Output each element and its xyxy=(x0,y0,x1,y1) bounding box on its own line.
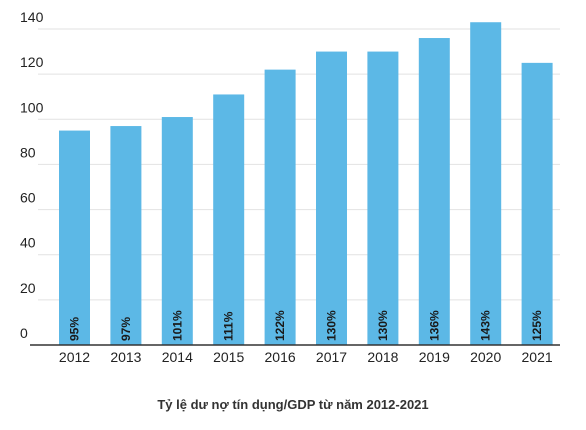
x-axis: 2012 2013 2014 2015 2016 2017 2018 2019 2020 2021 xyxy=(59,349,553,365)
data-label: 111% xyxy=(222,311,236,341)
data-label: 125% xyxy=(530,310,544,341)
data-label: 97% xyxy=(119,317,133,341)
chart-caption: Tỷ lệ dư nợ tín dụng/GDP từ năm 2012-202… xyxy=(157,397,428,412)
y-tick-label: 40 xyxy=(20,235,36,251)
data-label: 143% xyxy=(479,310,493,341)
bar xyxy=(110,126,142,345)
y-tick-label: 80 xyxy=(20,144,36,160)
bar xyxy=(367,51,399,345)
x-tick-label: 2016 xyxy=(265,349,296,365)
y-tick-label: 0 xyxy=(20,325,28,341)
bar xyxy=(418,38,450,346)
y-axis: 0 20 40 60 80 100 120 140 xyxy=(20,9,44,341)
bar xyxy=(316,51,347,345)
x-tick-label: 2014 xyxy=(162,349,193,365)
bars: 95% 97% 101% 111% 122% 130% 130% 136% 143% 125% xyxy=(59,22,553,346)
x-tick-label: 2019 xyxy=(419,349,450,365)
x-tick-label: 2021 xyxy=(522,349,553,365)
data-label: 136% xyxy=(427,310,441,341)
data-label: 130% xyxy=(376,310,390,341)
y-tick-label: 120 xyxy=(20,54,44,70)
bar xyxy=(161,117,193,346)
data-label: 122% xyxy=(273,310,287,341)
x-tick-label: 2018 xyxy=(367,349,398,365)
x-tick-label: 2017 xyxy=(316,349,347,365)
bar xyxy=(213,94,245,345)
data-label: 101% xyxy=(170,310,184,341)
x-tick-label: 2020 xyxy=(470,349,501,365)
y-tick-label: 100 xyxy=(20,99,44,115)
y-tick-label: 20 xyxy=(20,280,36,296)
data-label: 130% xyxy=(325,310,339,341)
y-tick-label: 60 xyxy=(20,190,36,206)
x-tick-label: 2012 xyxy=(59,349,90,365)
bar xyxy=(59,130,90,345)
bar xyxy=(521,62,553,345)
bar xyxy=(470,22,502,345)
x-tick-label: 2013 xyxy=(110,349,141,365)
x-tick-label: 2015 xyxy=(213,349,244,365)
data-label: 95% xyxy=(68,317,82,341)
bar xyxy=(264,69,296,345)
y-tick-label: 140 xyxy=(20,9,44,25)
